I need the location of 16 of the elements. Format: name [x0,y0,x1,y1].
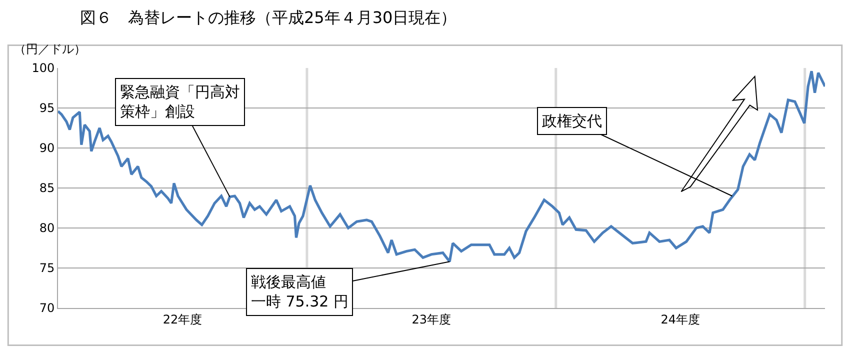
x-tick-label: 23年度 [412,312,452,326]
y-axis-title: （円／ドル） [14,42,86,56]
y-tick-label: 100 [32,61,55,76]
line-series [58,70,825,263]
chart-title: 図６ 為替レートの推移（平成25年４月30日現在） [80,8,457,27]
annotation: 緊急融資「円高対策枠」創設 [120,83,240,120]
y-tick-label: 90 [39,141,55,156]
x-tick-label: 24年度 [660,312,700,326]
y-tick-label: 80 [39,221,55,236]
y-tick-label: 70 [39,301,55,316]
y-tick-label: 95 [39,101,55,116]
annotation: 政権交代 [542,112,602,130]
annotation: 戦後最高値一時 75.32 円 [251,273,348,310]
y-tick-label: 85 [39,181,55,196]
x-tick-label: 22年度 [162,312,202,326]
y-tick-label: 75 [39,261,55,276]
